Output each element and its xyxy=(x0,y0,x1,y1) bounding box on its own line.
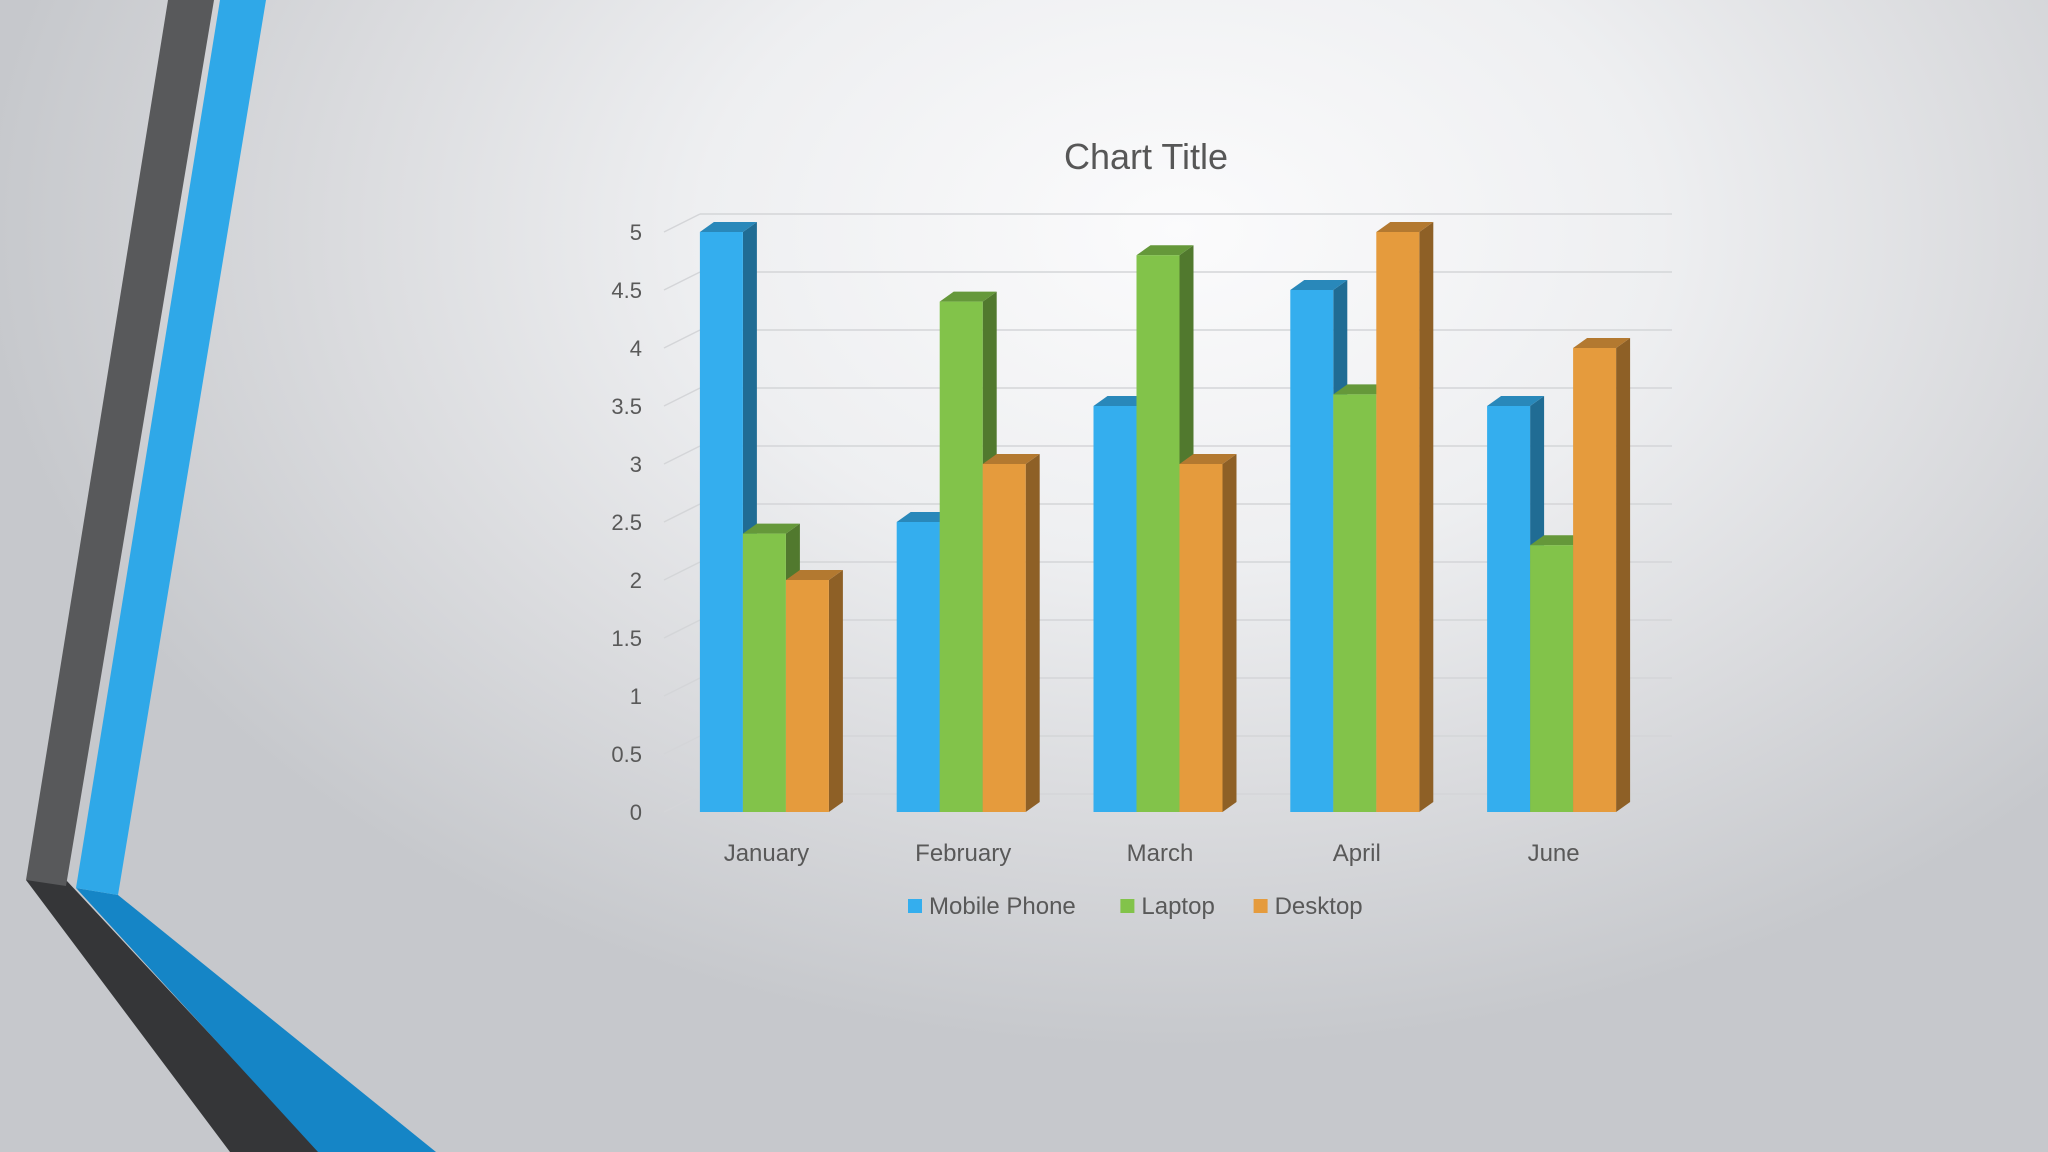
bar-top xyxy=(1179,454,1237,464)
bar-front xyxy=(699,232,743,812)
bar xyxy=(1376,222,1434,812)
bar-side xyxy=(1616,338,1631,812)
x-tick-label: February xyxy=(915,840,1011,867)
y-tick-label: 4.5 xyxy=(611,278,642,303)
y-tick-label: 0 xyxy=(630,800,642,825)
dark-lower-stripe xyxy=(26,880,320,1152)
x-tick-label: April xyxy=(1333,840,1381,867)
y-tick-label: 5 xyxy=(630,220,642,245)
bar xyxy=(1573,338,1631,812)
gridline-diagonal xyxy=(663,329,701,349)
bar-top xyxy=(1093,396,1151,406)
gridline-diagonal xyxy=(663,793,701,813)
bar xyxy=(1179,454,1237,812)
bar-top xyxy=(939,291,997,302)
bars xyxy=(699,222,1631,813)
bar-top xyxy=(1530,535,1588,546)
legend-item: Mobile Phone xyxy=(908,893,1076,920)
bar-front xyxy=(896,522,940,812)
bar-top xyxy=(1376,222,1434,232)
y-tick-label: 3 xyxy=(630,452,642,477)
bar-top xyxy=(982,454,1040,464)
gridline-diagonal xyxy=(663,735,701,755)
blue-lower-stripe xyxy=(76,888,436,1152)
bar-top xyxy=(699,222,757,232)
y-tick-label: 2 xyxy=(630,568,642,593)
bar-front xyxy=(982,464,1026,812)
gridline-diagonal xyxy=(663,213,701,233)
bar-front xyxy=(1376,232,1420,812)
bar-top xyxy=(896,512,954,522)
chart-title: Chart Title xyxy=(1064,136,1228,177)
gridline-diagonal xyxy=(663,677,701,697)
bar-side xyxy=(1222,454,1237,812)
bar-top xyxy=(742,523,800,534)
bar-front xyxy=(1093,406,1137,812)
bar-top xyxy=(1290,280,1348,290)
y-tick-label: 3.5 xyxy=(611,394,642,419)
bar-front xyxy=(1290,290,1334,812)
bar-top xyxy=(1136,245,1194,256)
y-tick-label: 1 xyxy=(630,684,642,709)
bar-side xyxy=(1419,222,1434,812)
gridline-diagonal xyxy=(663,619,701,639)
legend-label: Desktop xyxy=(1275,893,1363,920)
legend-swatch xyxy=(908,899,922,913)
y-tick-label: 2.5 xyxy=(611,510,642,535)
bar-front xyxy=(1179,464,1223,812)
bar-front xyxy=(1573,348,1617,812)
x-tick-label: June xyxy=(1528,840,1580,867)
gridline-diagonal xyxy=(663,271,701,291)
legend-label: Laptop xyxy=(1141,893,1214,920)
axes: 0 0.5 1 1.5 2 2.5 3 3.5 4 4.5 5 January February Marc… xyxy=(611,220,1579,867)
y-tick-label: 1.5 xyxy=(611,626,642,651)
bar-top xyxy=(1573,338,1631,348)
gridline-diagonal xyxy=(663,503,701,523)
bar-front xyxy=(785,580,829,812)
legend-item: Desktop xyxy=(1253,893,1363,920)
legend-swatch xyxy=(1253,899,1268,913)
legend: Mobile Phone Laptop Desktop xyxy=(908,893,1363,920)
bar-top xyxy=(1487,396,1545,406)
bar-front xyxy=(1487,406,1531,812)
legend-item: Laptop xyxy=(1120,893,1215,920)
bar-top xyxy=(785,570,843,580)
bar-side xyxy=(1025,454,1040,812)
x-tick-label: January xyxy=(724,840,809,867)
bar-front xyxy=(742,533,786,812)
bar-top xyxy=(1333,384,1391,395)
x-tick-label: March xyxy=(1127,840,1194,867)
y-tick-label: 4 xyxy=(630,336,642,361)
bar xyxy=(785,570,843,812)
legend-label: Mobile Phone xyxy=(929,893,1076,920)
gridline-diagonal xyxy=(663,561,701,581)
blue-upper-stripe xyxy=(76,0,266,895)
bar-front xyxy=(1136,255,1180,812)
bar xyxy=(982,454,1040,812)
bar-front xyxy=(1530,545,1574,812)
bar xyxy=(699,222,757,812)
legend-swatch xyxy=(1120,899,1135,913)
y-tick-label: 0.5 xyxy=(611,742,642,767)
bar-front xyxy=(1333,394,1377,812)
bar-side xyxy=(828,570,843,812)
gridline-diagonal xyxy=(663,445,701,465)
bar-front xyxy=(939,301,983,812)
gridline-diagonal xyxy=(663,387,701,407)
dark-upper-stripe xyxy=(26,0,214,886)
